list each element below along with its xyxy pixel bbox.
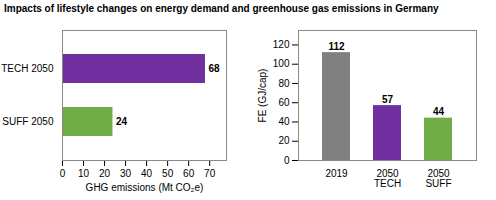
svg-text:SUFF 2050: SUFF 2050	[2, 116, 54, 127]
svg-text:60: 60	[278, 97, 290, 108]
svg-text:2019: 2019	[325, 168, 348, 179]
svg-text:20: 20	[278, 135, 290, 146]
svg-text:44: 44	[433, 106, 445, 117]
svg-text:30: 30	[120, 168, 132, 179]
svg-text:68: 68	[208, 63, 220, 74]
svg-text:2050TECH: 2050TECH	[374, 168, 401, 189]
svg-text:57: 57	[382, 94, 394, 105]
svg-text:10: 10	[78, 168, 90, 179]
svg-text:40: 40	[141, 168, 153, 179]
svg-text:GHG emissions (Mt CO₂e): GHG emissions (Mt CO₂e)	[86, 182, 204, 193]
svg-text:80: 80	[278, 78, 290, 89]
svg-text:20: 20	[99, 168, 111, 179]
svg-text:112: 112	[328, 41, 345, 52]
html-text:Impacts of lifestyle changes o: Impacts of lifestyle changes on energy d…	[4, 3, 439, 14]
svg-text:FE (GJ/cap): FE (GJ/cap)	[257, 69, 268, 123]
svg-text:60: 60	[183, 168, 195, 179]
svg-text:2050SUFF: 2050SUFF	[425, 168, 451, 189]
svg-text:50: 50	[162, 168, 174, 179]
svg-text:120: 120	[273, 39, 290, 50]
svg-text:70: 70	[204, 168, 216, 179]
svg-text:TECH 2050: TECH 2050	[1, 63, 54, 74]
svg-text:40: 40	[278, 116, 290, 127]
svg-text:100: 100	[273, 58, 290, 69]
svg-text:24: 24	[116, 116, 128, 127]
svg-text:0: 0	[284, 155, 290, 166]
svg-text:0: 0	[60, 168, 66, 179]
